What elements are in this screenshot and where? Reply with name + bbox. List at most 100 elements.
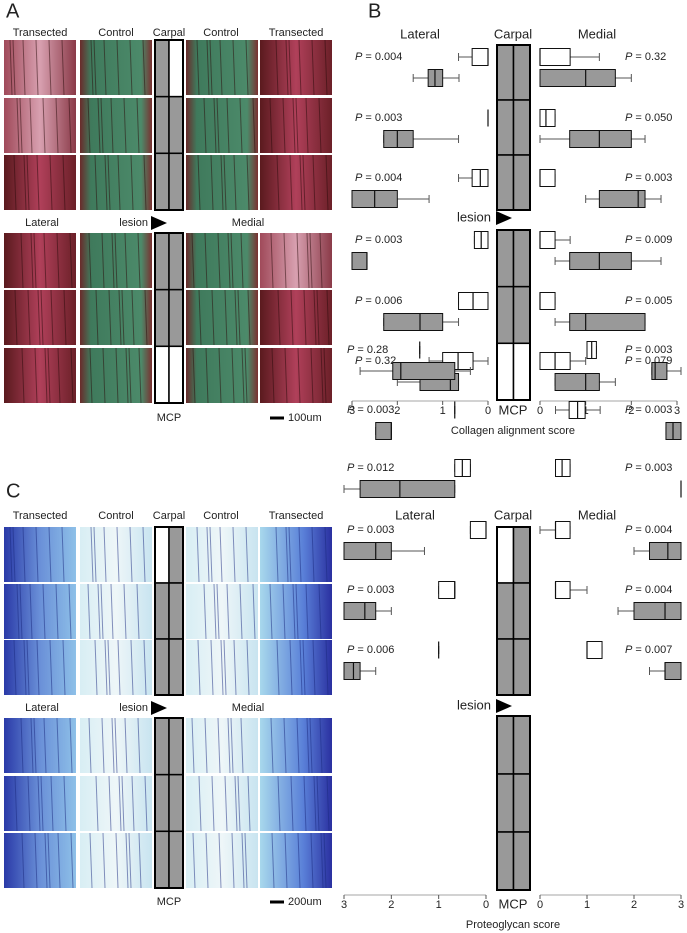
image-texture (295, 97, 299, 154)
image-texture (192, 347, 196, 404)
p-text: = 0.003 (362, 112, 402, 124)
column-header: Carpal (153, 510, 185, 522)
image-texture (204, 232, 208, 289)
x-tick-label: 0 (537, 405, 543, 417)
histology-image (186, 776, 258, 831)
image-texture (323, 832, 327, 889)
image-texture (33, 717, 37, 774)
image-texture (21, 347, 25, 404)
p-symbol: P (355, 234, 363, 246)
image-texture (232, 39, 236, 96)
image-texture (118, 289, 122, 346)
lateral-title: Lateral (395, 507, 435, 522)
image-texture (125, 832, 129, 889)
image-texture (239, 583, 243, 640)
p-value: P = 0.004 (355, 51, 402, 63)
image-texture (292, 97, 296, 154)
image-texture (47, 832, 51, 889)
column-header: Control (203, 27, 238, 39)
image-texture (210, 639, 214, 696)
image-texture (240, 232, 244, 289)
p-text: = 0.003 (362, 234, 402, 246)
image-texture (124, 232, 128, 289)
p-value: P = 0.007 (625, 644, 672, 656)
center-title: Carpal (494, 26, 532, 41)
image-texture (62, 639, 66, 696)
image-texture (325, 639, 329, 696)
image-texture (318, 583, 322, 640)
image-texture (110, 97, 114, 154)
image-texture (220, 639, 224, 696)
image-texture (128, 832, 132, 889)
schematic-cell (496, 99, 515, 156)
image-texture (271, 832, 275, 889)
histology-image (260, 776, 332, 831)
image-texture (217, 717, 221, 774)
p-text: = 0.003 (354, 584, 394, 596)
p-text: = 0.050 (632, 112, 672, 124)
image-texture (205, 347, 209, 404)
column-header: Control (98, 510, 133, 522)
box (539, 169, 556, 187)
image-texture (129, 39, 133, 96)
schematic-cell (154, 526, 170, 584)
p-value: P = 0.32 (355, 355, 396, 367)
image-texture (9, 39, 13, 96)
box (539, 292, 556, 310)
x-tick-label: 2 (394, 405, 400, 417)
schematic-cell (154, 773, 170, 833)
image-texture (216, 583, 220, 640)
image-texture (20, 717, 24, 774)
p-text: = 0.005 (632, 295, 672, 307)
image-texture (205, 832, 209, 889)
image-texture (42, 583, 46, 640)
histology-image (80, 640, 152, 695)
schematic-cell (154, 830, 170, 889)
image-texture (290, 775, 294, 832)
schematic-cell (512, 638, 531, 696)
image-texture (89, 832, 93, 889)
schematic-cell (496, 582, 515, 640)
image-texture (277, 775, 281, 832)
image-texture (232, 526, 236, 583)
schematic-cell (512, 831, 531, 891)
image-texture (136, 97, 140, 154)
image-texture (69, 717, 73, 774)
image-texture (130, 154, 134, 211)
p-value: P = 0.004 (625, 524, 672, 536)
image-texture (138, 347, 142, 404)
image-texture (246, 639, 250, 696)
image-texture (100, 583, 104, 640)
histology-image (80, 290, 152, 345)
schematic-cell (168, 638, 184, 696)
image-texture (320, 832, 324, 889)
image-texture (48, 526, 52, 583)
image-texture (70, 347, 74, 404)
histology-image (260, 290, 332, 345)
x-tick-label: 2 (631, 899, 637, 911)
x-axis-label: Proteoglycan score (466, 919, 560, 931)
schematic-cell (512, 526, 531, 584)
image-texture (196, 39, 200, 96)
schematic-cell (168, 39, 184, 98)
image-texture (61, 526, 65, 583)
schematic-cell (496, 229, 515, 288)
mcp-label: MCP (499, 896, 528, 911)
image-texture (123, 583, 127, 640)
p-value: P = 0.003 (347, 524, 394, 536)
box (438, 581, 456, 599)
schematic-outline (496, 44, 531, 211)
lateral-title: Lateral (400, 26, 440, 41)
column-header: Transected (269, 510, 324, 522)
image-texture (57, 347, 61, 404)
image-texture (218, 832, 222, 889)
box (343, 662, 361, 680)
p-text: = 0.004 (362, 172, 402, 184)
p-text: = 0.003 (632, 172, 672, 184)
image-texture (16, 583, 20, 640)
box (469, 521, 487, 539)
histology-image (260, 640, 332, 695)
image-texture (42, 97, 46, 154)
image-texture (285, 39, 289, 96)
